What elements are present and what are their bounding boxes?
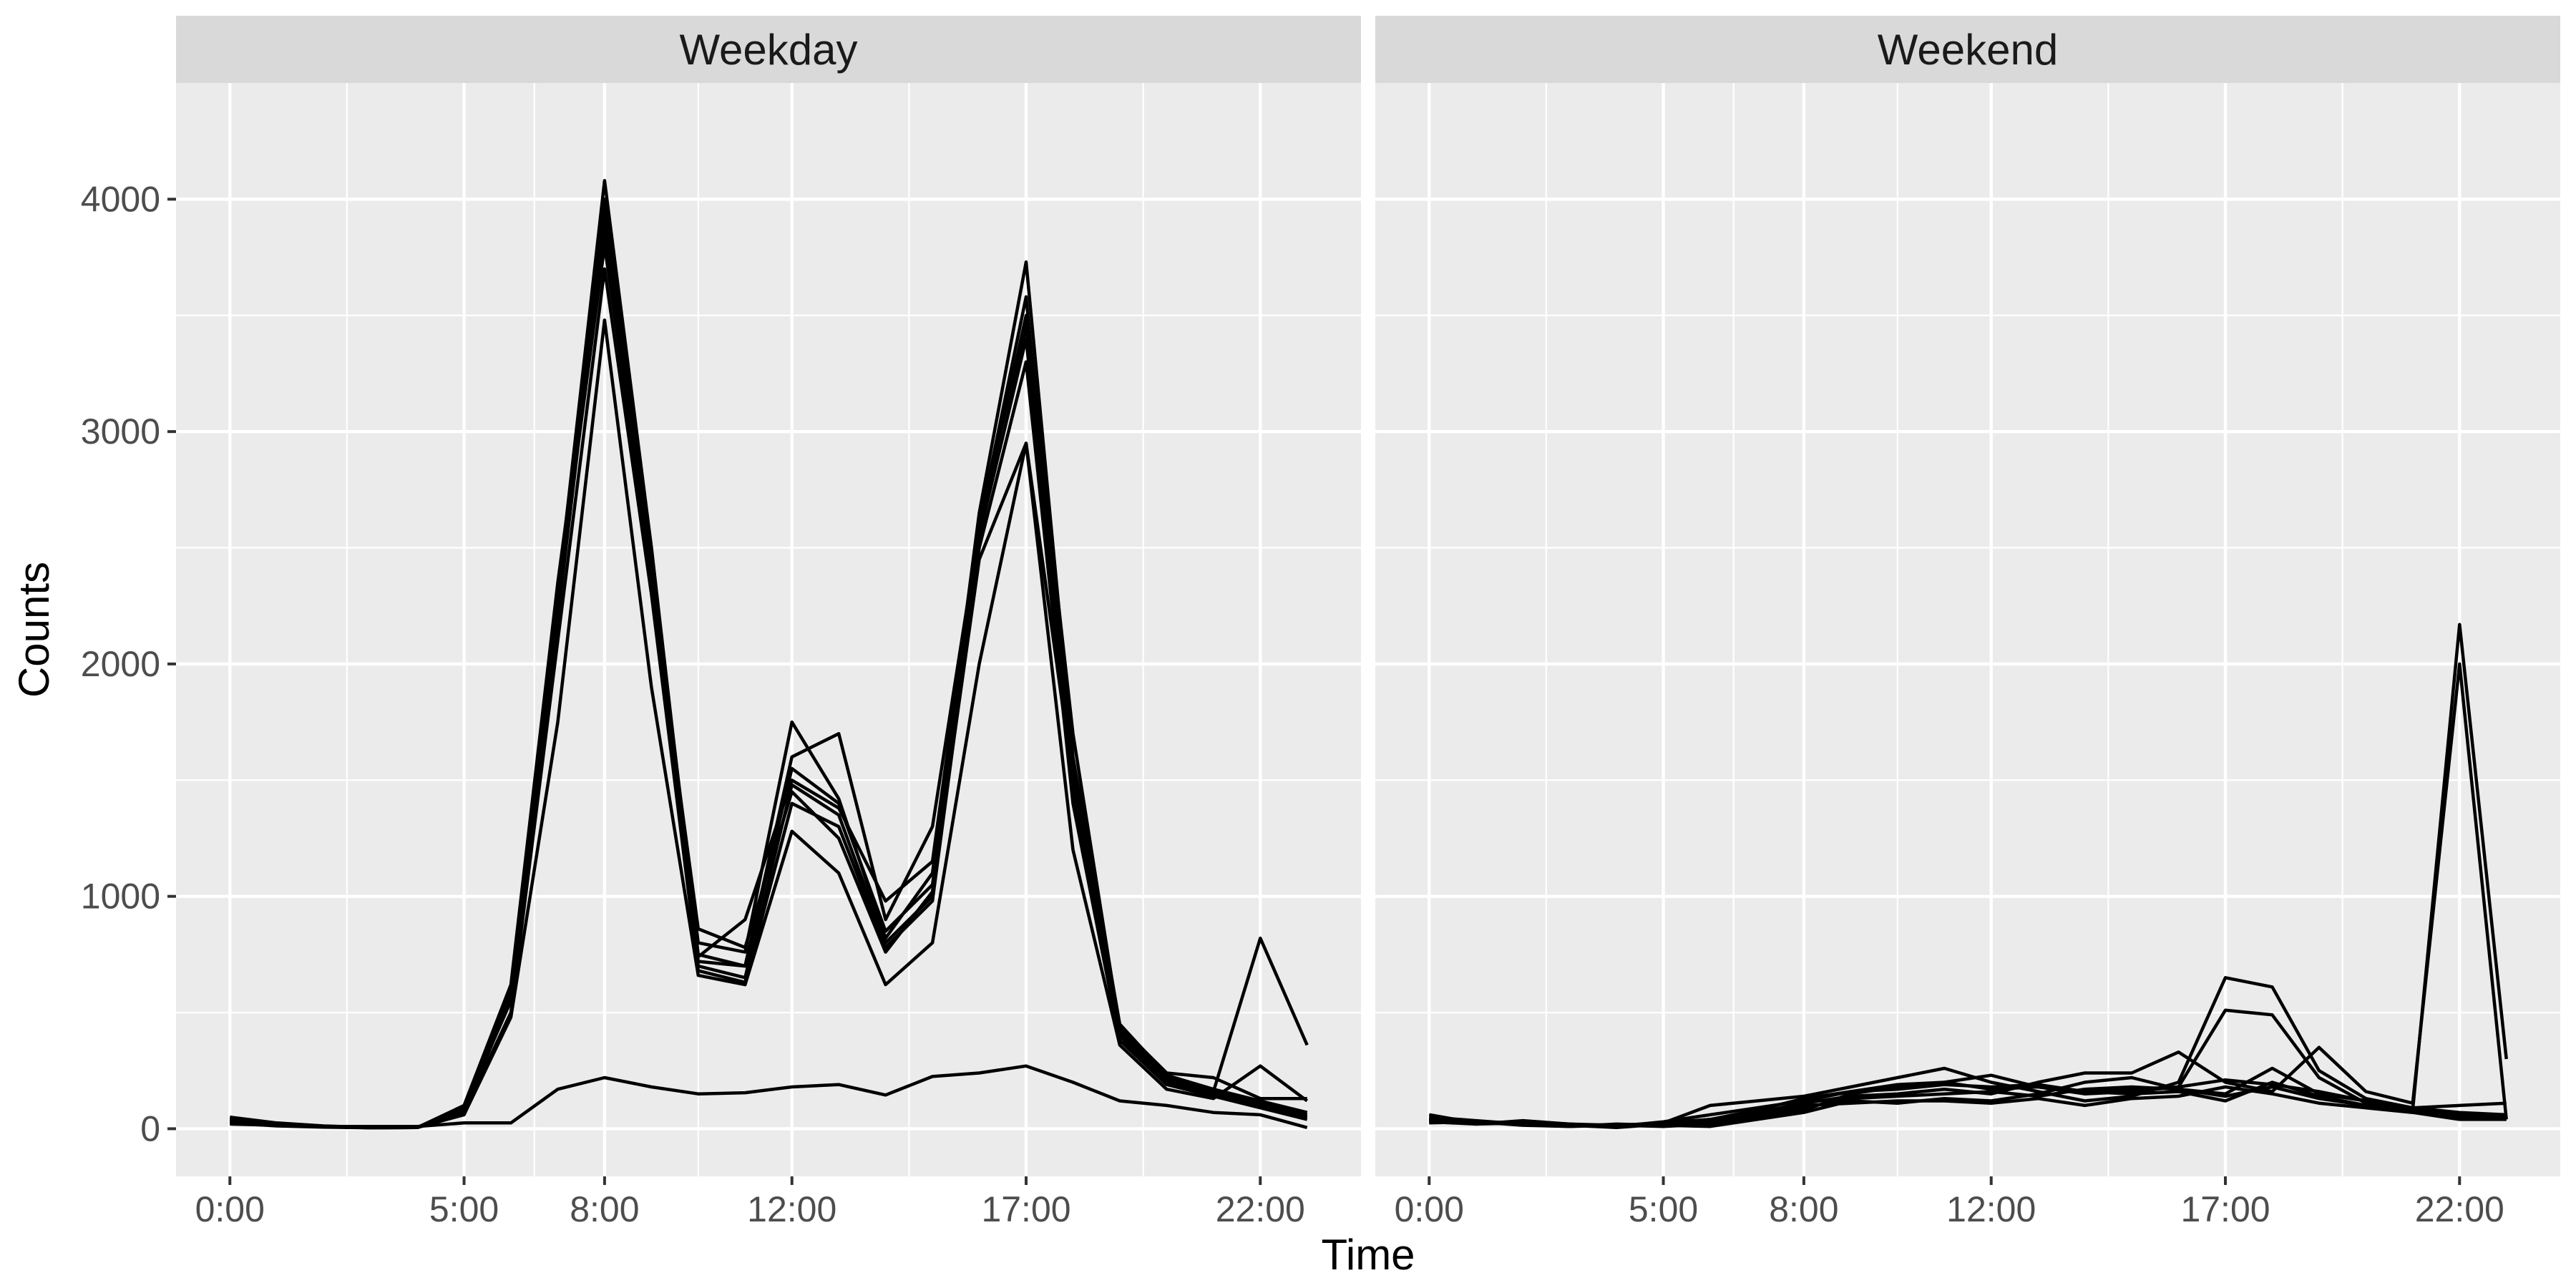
- x-tick-label: 17:00: [981, 1189, 1070, 1229]
- panel-weekday: Weekday 0:00 5:00 8:00 12:00 17:00 22:00: [176, 16, 1361, 1229]
- x-tick-label: 12:00: [747, 1189, 836, 1229]
- series-line: [230, 1064, 1308, 1129]
- x-tick-label: 5:00: [1629, 1189, 1698, 1229]
- x-tick-label: 22:00: [1216, 1189, 1305, 1229]
- y-axis-title: Counts: [10, 562, 58, 698]
- series-line: [1429, 1078, 2507, 1128]
- panel-background-weekend: [1375, 83, 2560, 1176]
- series-lines-weekend: [1428, 623, 2508, 1130]
- x-tick-label: 0:00: [1395, 1189, 1464, 1229]
- x-tick-label: 8:00: [570, 1189, 639, 1229]
- strip-background-weekday: [176, 16, 1361, 83]
- x-tick-label: 12:00: [1946, 1189, 2036, 1229]
- strip-background-weekend: [1375, 16, 2560, 83]
- x-ticks-weekend: 0:00 5:00 8:00 12:00 17:00 22:00: [1395, 1176, 2504, 1229]
- x-tick-label: 17:00: [2180, 1189, 2270, 1229]
- x-tick-label: 5:00: [429, 1189, 499, 1229]
- y-axis: 0 1000 2000 3000 4000: [81, 179, 176, 1148]
- x-ticks-weekday: 0:00 5:00 8:00 12:00 17:00 22:00: [195, 1176, 1305, 1229]
- panel-weekend: Weekend 0:00 5:00 8:00 12:00 17:00 22:00: [1375, 16, 2560, 1229]
- x-tick-label: 22:00: [2415, 1189, 2504, 1229]
- y-tick-label: 2000: [81, 644, 160, 684]
- x-tick-label: 8:00: [1769, 1189, 1838, 1229]
- y-tick-label: 1000: [81, 877, 160, 917]
- strip-label-weekday: Weekday: [679, 26, 857, 74]
- y-tick-label: 3000: [81, 411, 160, 452]
- x-axis-title: Time: [1321, 1231, 1415, 1279]
- y-tick-label: 4000: [81, 179, 160, 219]
- gridlines-weekend: [1375, 83, 2560, 1176]
- panel-background-weekday: [176, 83, 1361, 1176]
- y-tick-label: 0: [140, 1108, 160, 1148]
- x-tick-label: 0:00: [195, 1189, 265, 1229]
- strip-label-weekend: Weekend: [1878, 26, 2058, 74]
- series-lines-weekday: [230, 179, 1309, 1130]
